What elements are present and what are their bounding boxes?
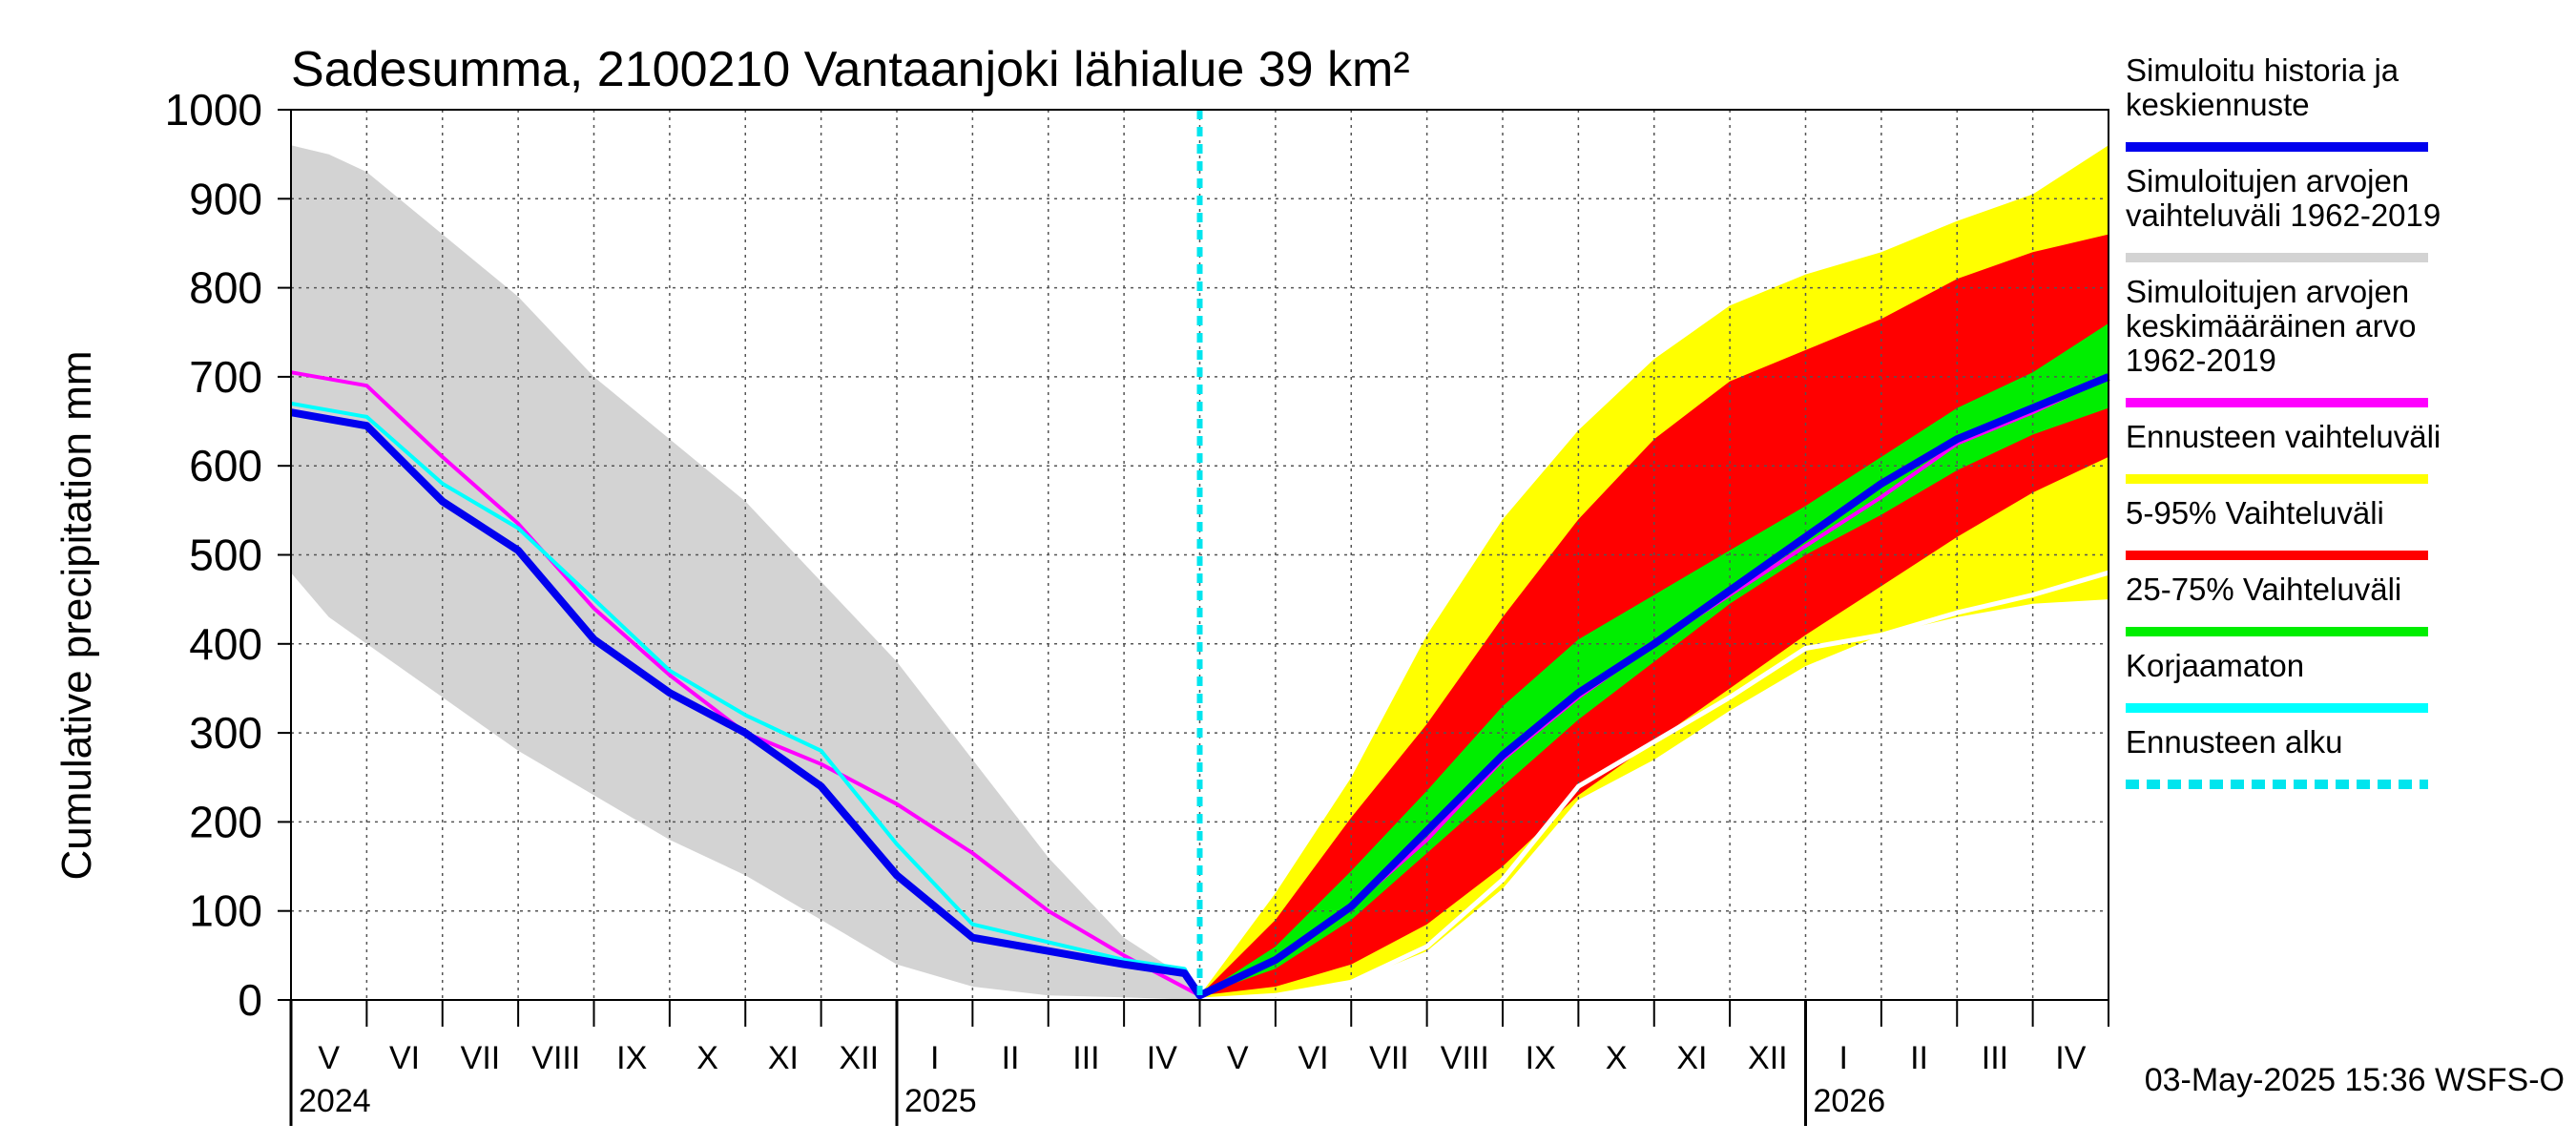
- month-label: VI: [1298, 1040, 1329, 1076]
- month-label: XI: [1676, 1040, 1707, 1076]
- month-label: V: [1227, 1040, 1249, 1076]
- y-tick-label: 900: [189, 174, 262, 223]
- series-lines: [290, 110, 2110, 1003]
- month-label: IV: [1147, 1040, 1177, 1076]
- month-label: II: [1910, 1040, 1928, 1076]
- history-range-band: [291, 145, 1200, 1001]
- y-tick-label: 200: [189, 797, 262, 846]
- legend-text: vaihteluväli 1962-2019: [2126, 198, 2441, 233]
- month-label: VIII: [531, 1040, 580, 1076]
- month-label: VIII: [1441, 1040, 1489, 1076]
- legend-text: Simuloitu historia ja: [2126, 52, 2399, 88]
- month-label: I: [930, 1040, 939, 1076]
- footer-timestamp: 03-May-2025 15:36 WSFS-O: [2145, 1062, 2565, 1098]
- y-tick-label: 100: [189, 886, 262, 936]
- month-label: IX: [616, 1040, 647, 1076]
- month-label: X: [696, 1040, 718, 1076]
- month-label: VII: [461, 1040, 501, 1076]
- y-tick-label: 500: [189, 531, 262, 580]
- legend-text: keskiennuste: [2126, 87, 2310, 122]
- legend-text: 1962-2019: [2126, 343, 2276, 378]
- simulated-history-line: [290, 373, 2110, 1000]
- month-label: IX: [1526, 1040, 1556, 1076]
- y-tick-label: 400: [189, 619, 262, 669]
- month-label: III: [1072, 1040, 1099, 1076]
- y-tick-label: 300: [189, 708, 262, 758]
- year-label: 2024: [299, 1083, 371, 1119]
- y-axis-label: Cumulative precipitation mm: [53, 350, 100, 880]
- legend-text: keskimääräinen arvo: [2126, 308, 2416, 344]
- month-label: XII: [840, 1040, 880, 1076]
- month-label: IV: [2055, 1040, 2086, 1076]
- lowest-scenario-line: [1199, 570, 2109, 1003]
- month-label: II: [1002, 1040, 1020, 1076]
- month-label: X: [1606, 1040, 1628, 1076]
- legend-text: Simuloitujen arvojen: [2126, 163, 2409, 198]
- year-label: 2025: [904, 1083, 977, 1119]
- uncorrected-line: [290, 401, 1202, 997]
- y-tick-label: 800: [189, 263, 262, 313]
- legend-text: Ennusteen vaihteluväli: [2126, 419, 2441, 454]
- legend-text: 25-75% Vaihteluväli: [2126, 572, 2401, 607]
- year-label: 2026: [1814, 1083, 1886, 1119]
- y-tick-label: 700: [189, 352, 262, 402]
- month-label: XI: [768, 1040, 799, 1076]
- legend-text: Korjaamaton: [2126, 648, 2304, 683]
- month-label: V: [318, 1040, 340, 1076]
- legend-text: 5-95% Vaihteluväli: [2126, 495, 2384, 531]
- y-tick-label: 600: [189, 441, 262, 490]
- y-tick-label: 1000: [165, 85, 262, 135]
- month-label: III: [1982, 1040, 2008, 1076]
- month-label: VII: [1369, 1040, 1409, 1076]
- y-tick-label: 0: [238, 975, 262, 1025]
- month-label: VI: [389, 1040, 420, 1076]
- chart-title: Sadesumma, 2100210 Vantaanjoki lähialue …: [291, 42, 1410, 97]
- legend-text: Simuloitujen arvojen: [2126, 274, 2409, 309]
- legend-text: Ennusteen alku: [2126, 724, 2343, 760]
- month-label: I: [1839, 1040, 1847, 1076]
- month-label: XII: [1748, 1040, 1788, 1076]
